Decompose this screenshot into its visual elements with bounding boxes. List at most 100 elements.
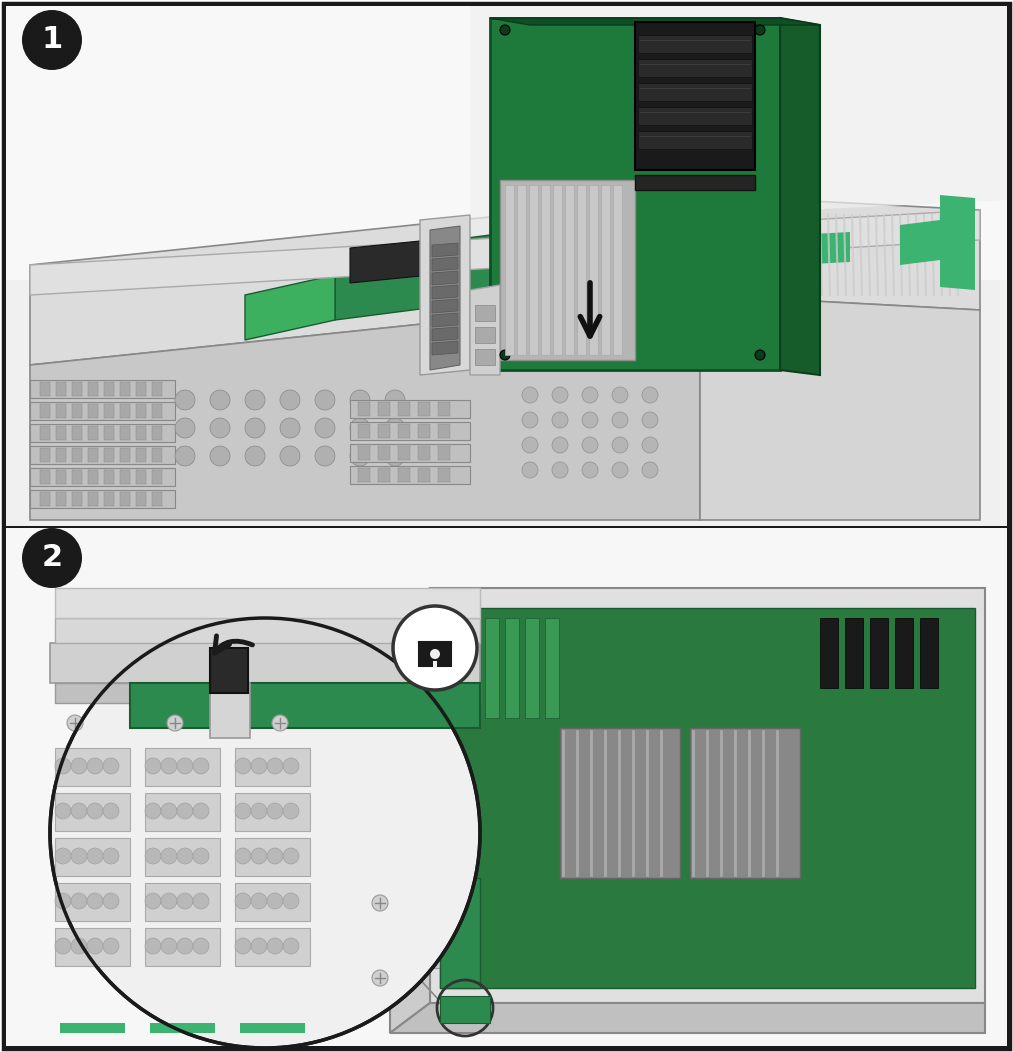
Polygon shape <box>210 648 248 693</box>
Polygon shape <box>505 618 519 719</box>
Circle shape <box>161 803 177 820</box>
Polygon shape <box>895 618 913 688</box>
Circle shape <box>71 848 87 864</box>
Polygon shape <box>120 492 130 506</box>
Polygon shape <box>430 226 460 370</box>
Circle shape <box>175 418 194 438</box>
Polygon shape <box>440 608 975 988</box>
Circle shape <box>245 446 265 466</box>
Polygon shape <box>136 448 146 462</box>
Polygon shape <box>130 683 480 728</box>
Polygon shape <box>378 424 390 438</box>
Polygon shape <box>235 838 310 876</box>
Polygon shape <box>475 327 495 343</box>
Circle shape <box>267 803 283 820</box>
Polygon shape <box>104 404 114 418</box>
Circle shape <box>267 758 283 774</box>
Polygon shape <box>72 382 82 396</box>
Circle shape <box>210 446 230 466</box>
Circle shape <box>193 893 209 909</box>
Polygon shape <box>55 618 480 643</box>
Polygon shape <box>55 748 130 786</box>
Polygon shape <box>635 22 755 170</box>
Polygon shape <box>378 402 390 416</box>
Polygon shape <box>432 313 458 327</box>
Bar <box>419 642 451 666</box>
Circle shape <box>177 758 193 774</box>
Polygon shape <box>72 448 82 462</box>
Polygon shape <box>432 299 458 313</box>
Polygon shape <box>438 424 450 438</box>
Circle shape <box>552 387 568 403</box>
Circle shape <box>175 446 194 466</box>
Circle shape <box>235 893 251 909</box>
Polygon shape <box>430 888 440 968</box>
Polygon shape <box>475 305 495 321</box>
Polygon shape <box>418 446 430 460</box>
Circle shape <box>235 848 251 864</box>
Polygon shape <box>445 618 459 719</box>
Polygon shape <box>104 448 114 462</box>
Circle shape <box>315 446 335 466</box>
Polygon shape <box>350 466 470 484</box>
Polygon shape <box>210 683 250 739</box>
Polygon shape <box>6 6 1007 526</box>
Circle shape <box>500 350 510 360</box>
Circle shape <box>251 848 267 864</box>
Circle shape <box>87 938 103 954</box>
Circle shape <box>87 848 103 864</box>
Circle shape <box>235 938 251 954</box>
Circle shape <box>755 25 765 35</box>
Polygon shape <box>358 468 370 482</box>
Polygon shape <box>88 492 98 506</box>
Polygon shape <box>72 404 82 418</box>
Polygon shape <box>56 382 66 396</box>
Polygon shape <box>500 180 635 360</box>
Circle shape <box>193 758 209 774</box>
Circle shape <box>283 803 299 820</box>
Polygon shape <box>30 424 175 442</box>
Polygon shape <box>378 468 390 482</box>
Circle shape <box>612 387 628 403</box>
Circle shape <box>283 758 299 774</box>
Polygon shape <box>440 996 490 1023</box>
Polygon shape <box>517 185 526 355</box>
Polygon shape <box>240 1023 305 1033</box>
Polygon shape <box>136 404 146 418</box>
Circle shape <box>167 715 183 731</box>
Polygon shape <box>104 426 114 440</box>
Polygon shape <box>845 618 863 688</box>
Polygon shape <box>72 492 82 506</box>
Polygon shape <box>577 185 586 355</box>
Polygon shape <box>560 728 680 878</box>
Circle shape <box>103 893 119 909</box>
Polygon shape <box>104 382 114 396</box>
Circle shape <box>267 848 283 864</box>
Circle shape <box>642 462 658 478</box>
Circle shape <box>177 938 193 954</box>
Polygon shape <box>638 83 752 101</box>
Circle shape <box>642 437 658 453</box>
Circle shape <box>372 970 388 986</box>
Circle shape <box>522 387 538 403</box>
Circle shape <box>385 446 405 466</box>
Polygon shape <box>485 618 499 719</box>
Circle shape <box>103 758 119 774</box>
Circle shape <box>315 418 335 438</box>
Polygon shape <box>601 185 610 355</box>
Circle shape <box>372 895 388 911</box>
Circle shape <box>161 848 177 864</box>
Polygon shape <box>120 470 130 484</box>
Circle shape <box>235 803 251 820</box>
Circle shape <box>385 418 405 438</box>
Circle shape <box>280 446 300 466</box>
Polygon shape <box>505 185 514 355</box>
Circle shape <box>87 893 103 909</box>
Polygon shape <box>358 402 370 416</box>
Polygon shape <box>6 6 1007 280</box>
Polygon shape <box>418 468 430 482</box>
Polygon shape <box>350 400 470 418</box>
Polygon shape <box>30 402 175 420</box>
Circle shape <box>393 606 477 690</box>
Polygon shape <box>358 446 370 460</box>
